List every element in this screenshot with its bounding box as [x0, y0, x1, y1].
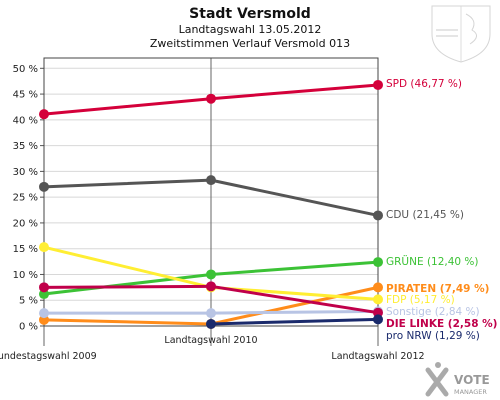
data-point [206, 308, 216, 319]
y-tick-label: 20 % [13, 218, 38, 229]
y-tick-label: 25 % [13, 193, 38, 204]
data-point [373, 79, 383, 90]
data-point [206, 269, 216, 280]
data-point [39, 282, 49, 293]
data-point [39, 181, 49, 192]
data-point [206, 175, 216, 186]
vote-manager-logo: VOTE MANAGER [425, 362, 490, 397]
data-point [206, 318, 216, 329]
logo-text-vote: VOTE [454, 373, 490, 387]
data-point [39, 308, 49, 319]
series-end-label: pro NRW (1,29 %) [386, 330, 480, 342]
series-end-label: GRÜNE (12,40 %) [386, 255, 479, 268]
data-point [373, 282, 383, 293]
data-point [39, 242, 49, 253]
data-point [373, 294, 383, 305]
y-tick-label: 10 % [13, 270, 38, 281]
y-tick-label: 45 % [13, 90, 38, 101]
logo-text-manager: MANAGER [454, 388, 487, 396]
y-tick-label: 50 % [13, 64, 38, 75]
series-line-pro-nrw [210, 317, 379, 326]
y-tick-label: 5 % [19, 296, 38, 307]
series-end-label: Sonstige (2,84 %) [386, 306, 480, 318]
series-end-label: DIE LINKE (2,58 %) [386, 318, 497, 330]
x-tick-label: Landtagswahl 2010 [164, 335, 257, 346]
chart-title: Stadt Versmold [189, 6, 311, 22]
coat-of-arms-icon [431, 5, 491, 63]
series-end-label: SPD (46,77 %) [386, 78, 462, 90]
y-tick-label: 0 % [19, 322, 38, 333]
data-point [373, 257, 383, 268]
data-point [39, 109, 49, 120]
plot-area: 0 % 5 % 10 % 15 % 20 % 25 % 30 % 35 % 40 % 45 % 50… [0, 57, 497, 362]
data-point [206, 281, 216, 292]
y-tick-label: 30 % [13, 167, 38, 178]
y-tick-label: 35 % [13, 141, 38, 152]
data-point [373, 314, 383, 325]
series-end-label: CDU (21,45 %) [386, 209, 464, 221]
series-end-label: FDP (5,17 %) [386, 294, 455, 306]
y-tick-label: 15 % [13, 244, 38, 255]
chart-subtitle: Landtagswahl 13.05.2012 [179, 23, 322, 36]
series-end-label: PIRATEN (7,49 %) [386, 283, 489, 295]
chart-subtitle-2: Zweitstimmen Verlauf Versmold 013 [150, 37, 350, 50]
x-tick-label: Landtagswahl 2012 [331, 351, 424, 362]
data-point [206, 93, 216, 104]
x-tick-label: Bundestagswahl 2009 [0, 351, 97, 362]
data-point [373, 210, 383, 221]
y-tick-label: 40 % [13, 115, 38, 126]
